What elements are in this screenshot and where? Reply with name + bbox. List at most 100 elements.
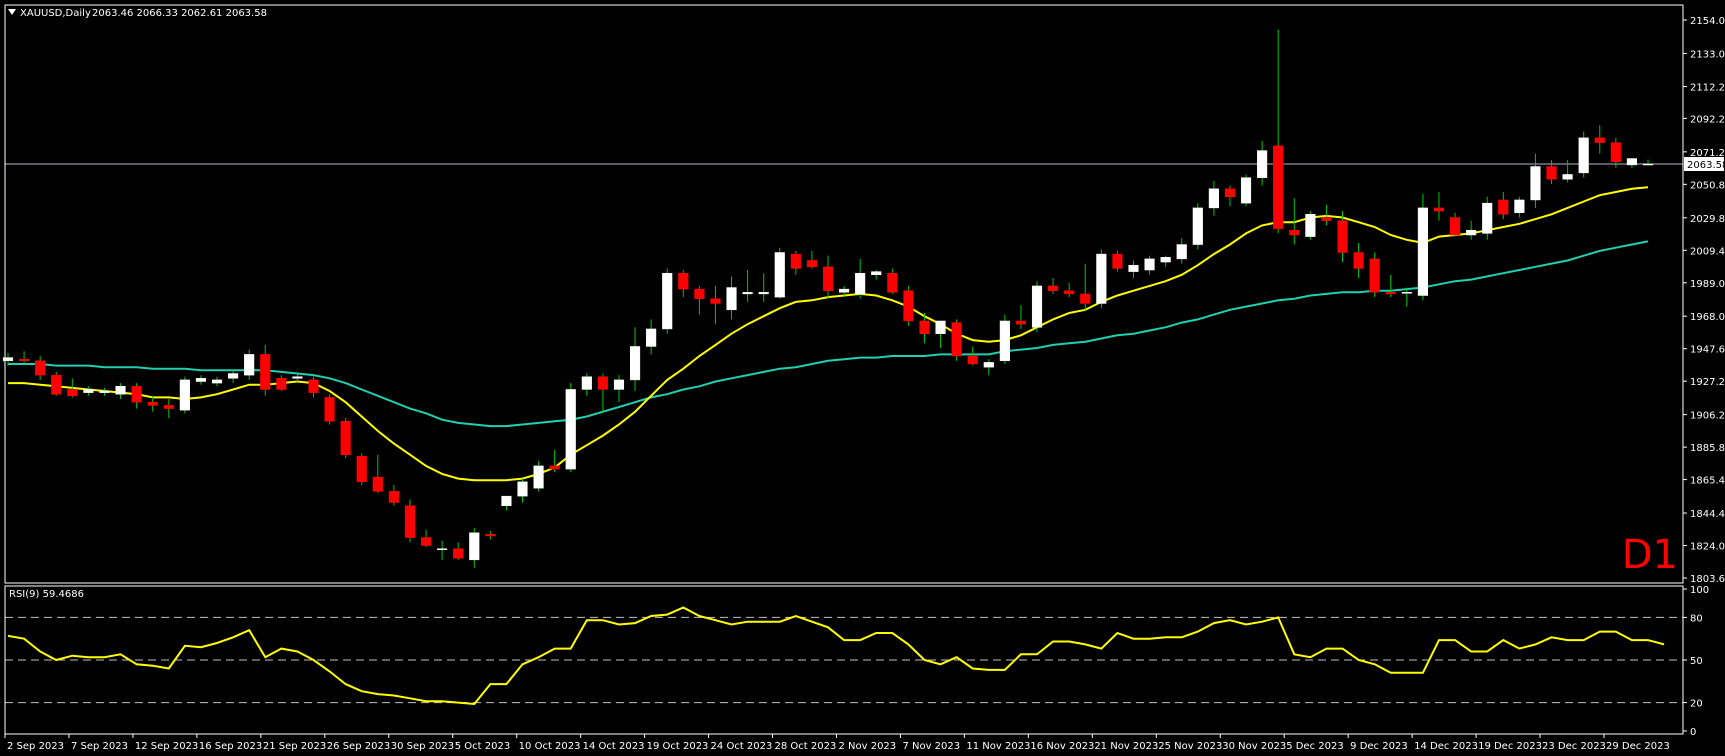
candle[interactable] [35,356,46,380]
candle[interactable] [919,313,930,344]
candle[interactable] [2,352,14,366]
candle[interactable] [195,375,207,385]
candle[interactable] [726,276,737,320]
candle[interactable] [485,531,496,540]
rsi-panel[interactable] [5,606,1683,706]
candle[interactable] [758,273,769,302]
candle[interactable] [790,250,801,275]
candle[interactable] [1353,242,1364,278]
candle[interactable] [1208,180,1219,216]
candle[interactable] [903,285,914,326]
candle[interactable] [1466,220,1477,240]
candle[interactable] [131,383,142,409]
candle[interactable] [935,320,946,349]
candle[interactable] [1305,211,1316,240]
candle[interactable] [356,453,367,485]
candle[interactable] [340,418,351,458]
candle[interactable] [1449,212,1461,237]
candle[interactable] [19,351,30,364]
candle[interactable] [806,250,817,269]
candle[interactable] [951,319,962,361]
candle[interactable] [1546,160,1557,185]
candle[interactable] [1610,137,1621,169]
candle[interactable] [83,386,94,396]
candle[interactable] [1514,196,1525,218]
candle[interactable] [1482,196,1493,240]
candle[interactable] [437,540,448,560]
candle[interactable] [147,395,158,412]
candle[interactable] [1321,204,1332,226]
candle[interactable] [1498,191,1509,220]
candle[interactable] [1128,260,1139,278]
candle[interactable] [420,529,432,548]
candle[interactable] [1015,305,1027,329]
candle[interactable] [244,349,255,380]
candle[interactable] [99,387,110,396]
candle[interactable] [501,495,512,511]
candle[interactable] [324,394,335,425]
candle[interactable] [983,359,994,376]
candle[interactable] [742,270,753,302]
candle[interactable] [179,376,190,414]
candle[interactable] [260,344,271,396]
candle[interactable] [887,268,898,294]
candle[interactable] [1433,191,1445,221]
candle[interactable] [533,461,544,492]
candle[interactable] [1031,281,1043,333]
candle[interactable] [308,376,319,398]
candle[interactable] [211,376,223,387]
candle[interactable] [1273,29,1284,234]
candle[interactable] [1048,277,1059,294]
candle[interactable] [549,449,560,473]
candle[interactable] [967,346,978,366]
candle[interactable] [276,375,287,392]
candle[interactable] [1369,252,1380,298]
candle[interactable] [662,268,673,334]
candle[interactable] [1064,282,1075,298]
candle[interactable] [388,485,399,506]
candle[interactable] [115,383,126,400]
candle[interactable] [1257,141,1268,186]
candle[interactable] [646,319,657,355]
candle[interactable] [774,247,785,299]
candle[interactable] [292,373,303,384]
candle[interactable] [51,371,62,396]
candle[interactable] [1096,249,1107,309]
candle[interactable] [678,270,689,298]
candle[interactable] [581,373,592,396]
candle[interactable] [1144,255,1155,275]
candle[interactable] [1578,131,1589,178]
candle[interactable] [710,285,721,325]
candle[interactable] [1642,159,1654,166]
candle[interactable] [613,375,625,403]
candle[interactable] [1289,198,1300,245]
candle[interactable] [1176,238,1187,264]
candle[interactable] [597,373,608,412]
candle[interactable] [565,383,576,473]
candle[interactable] [822,255,834,299]
candle[interactable] [1080,263,1091,312]
candle[interactable] [871,270,882,280]
candle[interactable] [1112,250,1123,272]
candle[interactable] [67,378,78,398]
candle[interactable] [1192,203,1203,250]
candle[interactable] [1401,287,1412,307]
candle[interactable] [1240,174,1252,207]
candle[interactable] [1337,211,1348,263]
candle[interactable] [1160,255,1171,267]
price-panel[interactable] [2,29,1683,568]
candle[interactable] [839,285,850,298]
candle[interactable] [163,399,174,419]
candle[interactable] [228,370,239,384]
candle[interactable] [855,258,866,299]
candle[interactable] [517,478,528,503]
candle[interactable] [1530,153,1541,208]
candle[interactable] [1417,193,1428,301]
candle[interactable] [453,542,464,560]
candle[interactable] [1594,125,1605,154]
candle[interactable] [469,527,480,568]
dropdown-arrow-icon[interactable] [8,9,16,15]
candle[interactable] [1562,160,1573,183]
candle[interactable] [1224,185,1236,207]
candle[interactable] [1385,274,1396,298]
